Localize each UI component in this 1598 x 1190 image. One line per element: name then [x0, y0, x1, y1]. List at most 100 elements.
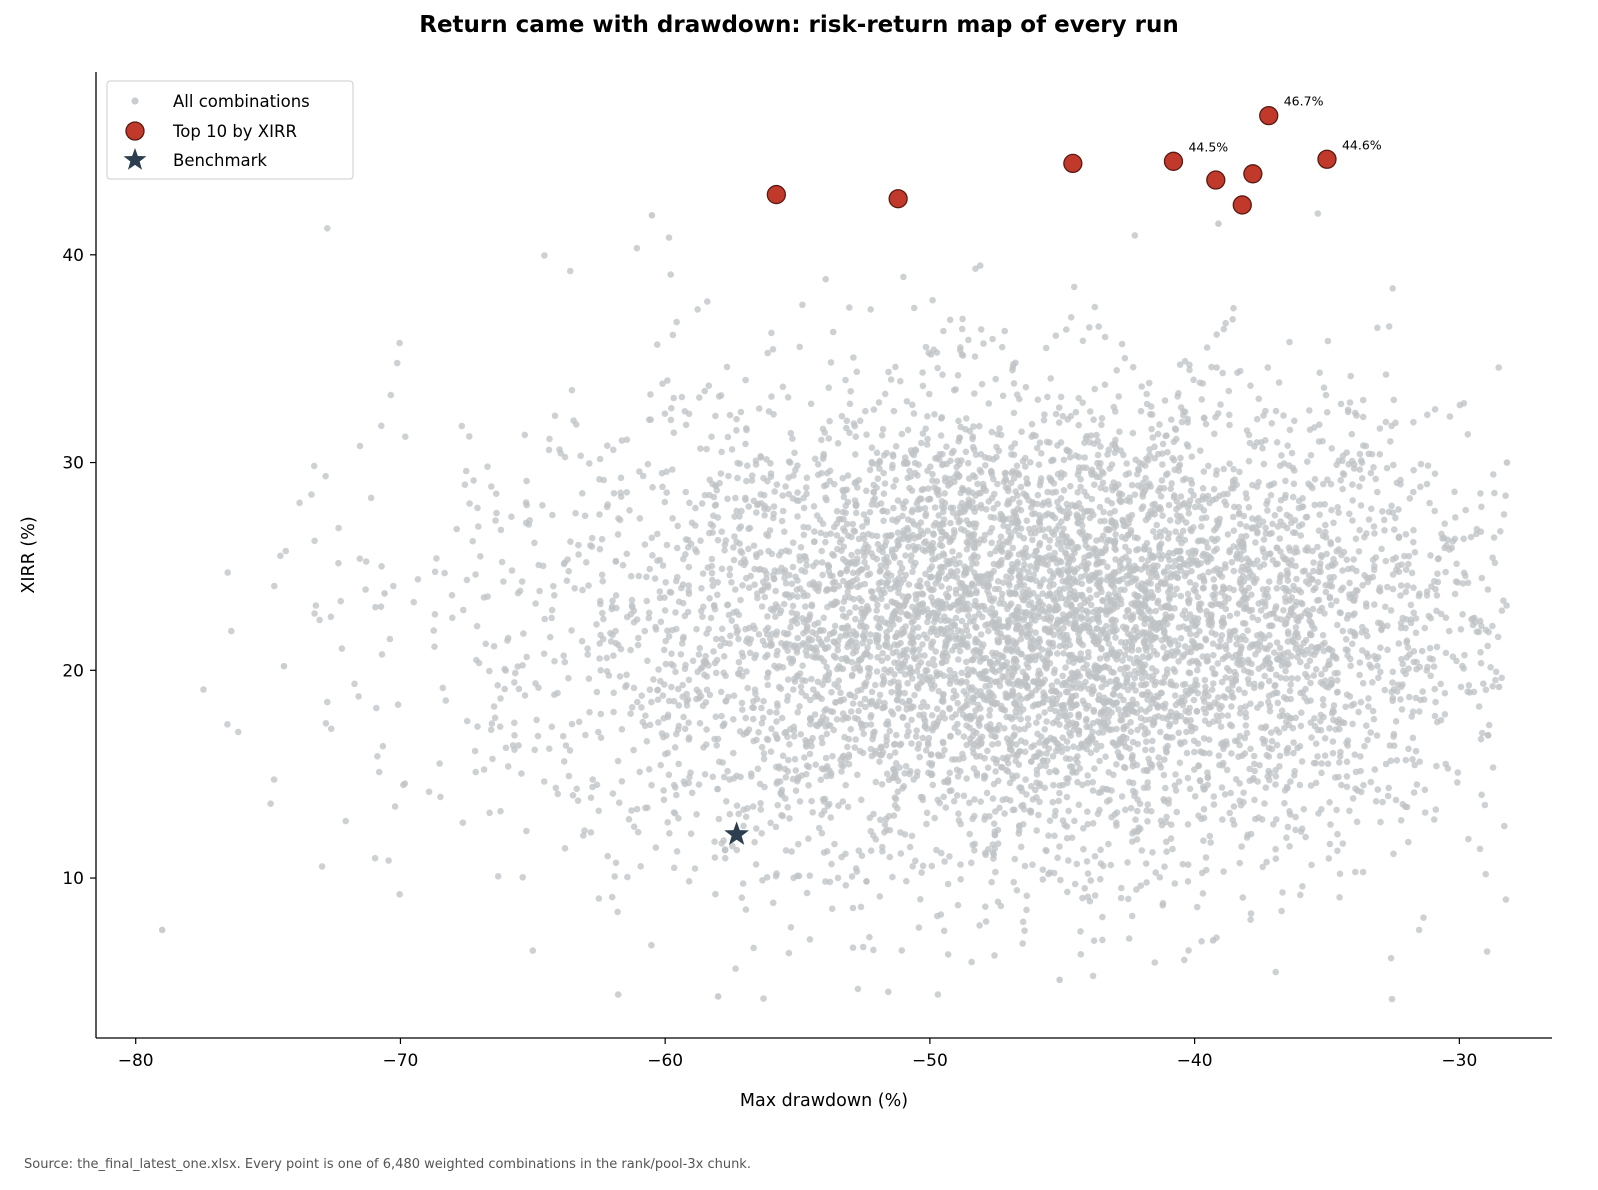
all-combinations-point: [1297, 588, 1305, 596]
all-combinations-point: [1142, 474, 1149, 482]
all-combinations-point: [1072, 755, 1079, 763]
all-combinations-point: [1086, 673, 1094, 680]
all-combinations-point: [1456, 401, 1464, 409]
all-combinations-point: [709, 582, 717, 590]
all-combinations-point: [825, 669, 833, 676]
all-combinations-point: [789, 563, 797, 571]
all-combinations-point: [1075, 421, 1082, 429]
all-combinations-point: [1172, 771, 1179, 778]
all-combinations-point: [1286, 338, 1293, 346]
all-combinations-point: [1088, 495, 1096, 503]
all-combinations-point: [552, 784, 560, 792]
all-combinations-point: [1503, 602, 1510, 609]
all-combinations-point: [670, 394, 677, 402]
all-combinations-point: [795, 840, 802, 848]
all-combinations-point: [657, 761, 664, 769]
all-combinations-point: [1242, 709, 1249, 717]
all-combinations-point: [1151, 714, 1159, 721]
all-combinations-point: [876, 758, 883, 765]
all-combinations-point: [643, 738, 651, 745]
all-combinations-point: [739, 582, 746, 589]
all-combinations-point: [875, 632, 882, 640]
all-combinations-point: [892, 607, 899, 615]
all-combinations-point: [1363, 722, 1370, 729]
all-combinations-point: [965, 632, 972, 640]
all-combinations-point: [1034, 396, 1042, 404]
all-combinations-point: [908, 832, 916, 840]
all-combinations-point: [1490, 534, 1498, 541]
all-combinations-point: [912, 733, 920, 740]
all-combinations-point: [1273, 639, 1281, 646]
all-combinations-point: [1413, 665, 1420, 673]
all-combinations-point: [1392, 796, 1400, 804]
all-combinations-point: [926, 566, 933, 573]
all-combinations-point: [1316, 421, 1323, 429]
all-combinations-point: [600, 476, 607, 484]
all-combinations-point: [1371, 530, 1378, 537]
all-combinations-point: [554, 689, 561, 697]
all-combinations-point: [668, 650, 675, 657]
all-combinations-point: [833, 507, 841, 515]
all-combinations-point: [565, 674, 572, 682]
all-combinations-point: [1140, 638, 1148, 646]
all-combinations-point: [898, 430, 906, 438]
all-combinations-point: [1323, 409, 1331, 416]
all-combinations-point: [1167, 835, 1175, 842]
all-combinations-point: [893, 731, 900, 739]
all-combinations-point: [960, 792, 968, 800]
all-combinations-point: [1264, 645, 1271, 653]
all-combinations-point: [1252, 539, 1259, 546]
all-combinations-point: [1203, 658, 1211, 665]
all-combinations-point: [661, 607, 669, 614]
all-combinations-point: [761, 512, 768, 519]
all-combinations-point: [1378, 545, 1385, 553]
all-combinations-point: [1062, 643, 1069, 651]
all-combinations-point: [612, 859, 620, 867]
all-combinations-point: [909, 506, 916, 514]
all-combinations-point: [1339, 584, 1347, 592]
all-combinations-point: [228, 627, 235, 635]
all-combinations-point: [863, 605, 871, 612]
all-combinations-point: [1226, 460, 1233, 468]
all-combinations-point: [848, 533, 855, 541]
all-combinations-point: [1351, 751, 1359, 758]
all-combinations-point: [1083, 661, 1090, 669]
all-combinations-point: [311, 537, 318, 545]
all-combinations-point: [855, 847, 863, 854]
all-combinations-point: [666, 830, 673, 837]
all-combinations-point: [1055, 404, 1063, 411]
all-combinations-point: [1243, 427, 1251, 434]
all-combinations-point: [794, 513, 801, 520]
all-combinations-point: [646, 686, 654, 693]
all-combinations-point: [1248, 591, 1255, 598]
all-combinations-point: [988, 471, 996, 478]
all-combinations-point: [1302, 514, 1310, 521]
all-combinations-point: [1028, 420, 1036, 428]
all-combinations-point: [1131, 232, 1139, 239]
all-combinations-point: [863, 878, 870, 885]
all-combinations-point: [904, 474, 911, 482]
all-combinations-point: [1071, 880, 1079, 888]
all-combinations-point: [469, 537, 477, 545]
all-combinations-point: [840, 543, 848, 550]
all-combinations-point: [1124, 630, 1132, 638]
all-combinations-point: [909, 518, 916, 525]
all-combinations-point: [1027, 644, 1034, 651]
all-combinations-point: [1194, 666, 1201, 674]
all-combinations-point: [919, 641, 926, 648]
all-combinations-point: [955, 607, 962, 614]
all-combinations-point: [1254, 616, 1262, 624]
all-combinations-point: [1402, 531, 1410, 538]
all-combinations-point: [1028, 758, 1035, 765]
all-combinations-point: [645, 614, 653, 622]
all-combinations-point: [964, 459, 972, 467]
all-combinations-point: [991, 514, 998, 521]
all-combinations-point: [1308, 861, 1315, 869]
all-combinations-point: [919, 862, 927, 870]
all-combinations-point: [682, 421, 690, 429]
all-combinations-point: [1196, 379, 1204, 387]
all-combinations-point: [808, 601, 816, 608]
all-combinations-point: [1222, 319, 1229, 327]
all-combinations-point: [1123, 679, 1130, 687]
all-combinations-point: [995, 616, 1003, 623]
